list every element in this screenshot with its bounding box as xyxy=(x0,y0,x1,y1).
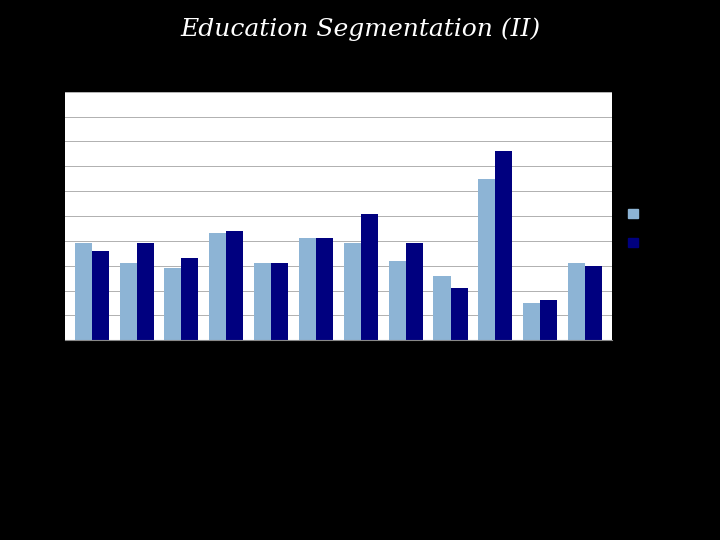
Bar xyxy=(405,244,423,340)
Bar xyxy=(254,263,271,340)
Bar xyxy=(91,251,109,340)
Bar xyxy=(226,231,243,340)
Bar xyxy=(271,263,288,340)
Bar xyxy=(137,244,153,340)
Bar xyxy=(540,300,557,340)
Bar xyxy=(478,179,495,340)
Bar xyxy=(433,275,451,340)
Bar xyxy=(361,213,378,340)
Bar xyxy=(164,268,181,340)
Title: Temporary Visa Share of Master's Degree Completions, by Discipline: Temporary Visa Share of Master's Degree … xyxy=(98,75,579,88)
Bar xyxy=(210,233,226,340)
Bar xyxy=(585,266,602,340)
Bar xyxy=(299,238,316,340)
Bar xyxy=(343,244,361,340)
Bar xyxy=(75,244,91,340)
Bar xyxy=(495,151,513,340)
Bar xyxy=(316,238,333,340)
Text: Education Segmentation (II): Education Segmentation (II) xyxy=(180,18,540,42)
Bar xyxy=(120,263,137,340)
Bar xyxy=(451,288,467,340)
Bar xyxy=(389,261,405,340)
Legend: 1996, 2006: 1996, 2006 xyxy=(628,208,672,248)
Bar xyxy=(568,263,585,340)
Bar xyxy=(181,258,199,340)
Bar xyxy=(523,303,540,340)
